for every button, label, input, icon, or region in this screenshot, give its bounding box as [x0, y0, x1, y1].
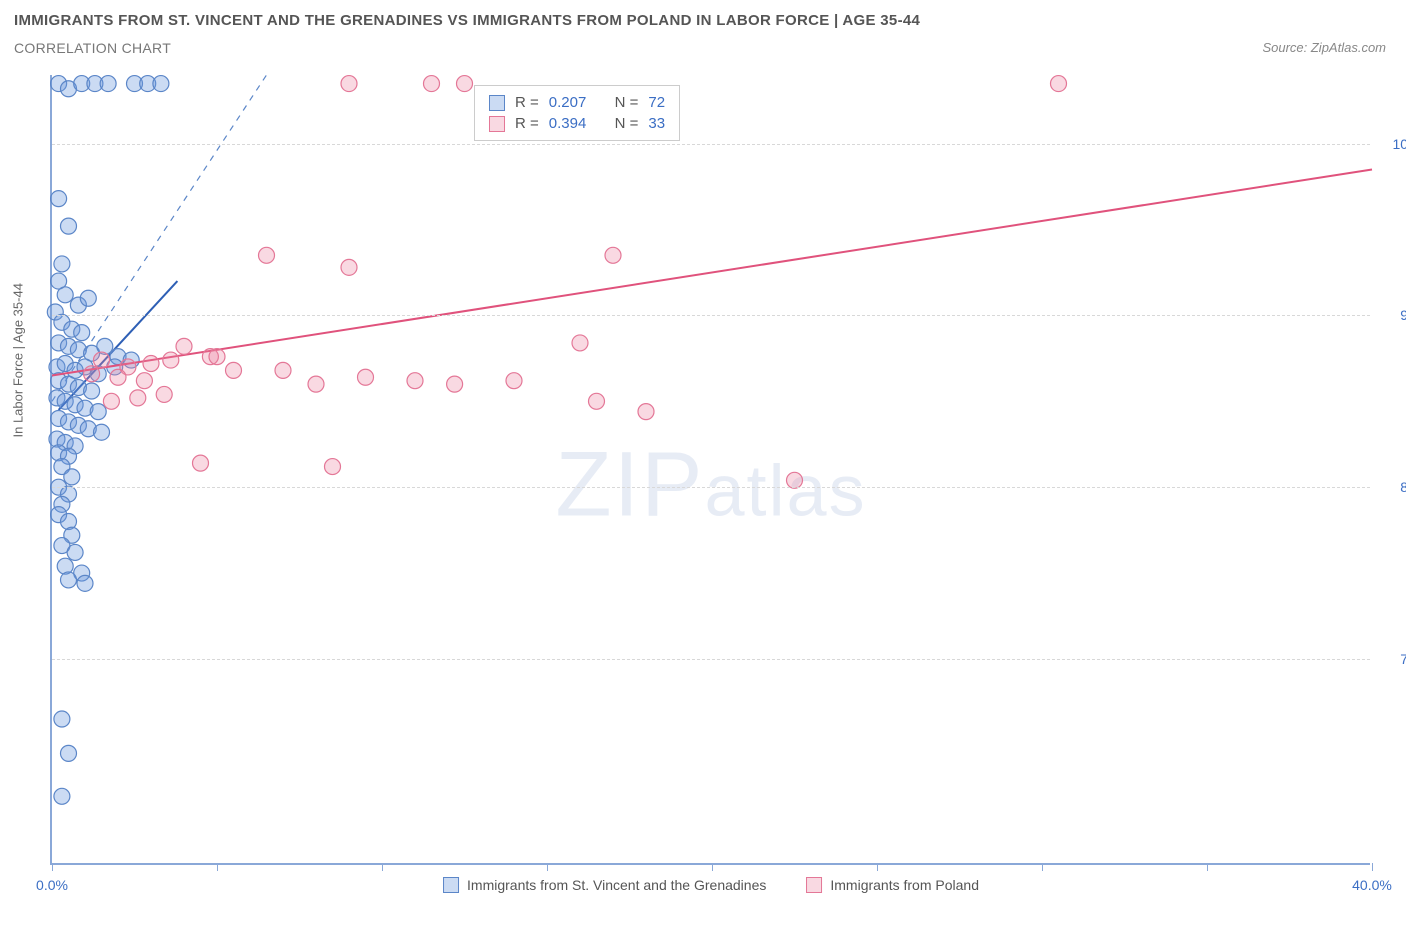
source-attribution: Source: ZipAtlas.com — [1262, 40, 1386, 55]
gridline — [52, 315, 1370, 316]
legend-bottom: Immigrants from St. Vincent and the Gren… — [443, 877, 979, 893]
legend-item-0: Immigrants from St. Vincent and the Gren… — [443, 877, 766, 893]
chart-plot-area: ZIPatlas R = 0.207 N = 72 R = 0.394 N = … — [50, 75, 1370, 865]
gridline — [52, 144, 1370, 145]
x-tick — [382, 863, 383, 871]
scatter-svg — [52, 75, 1370, 863]
gridline — [52, 487, 1370, 488]
y-tick-label: 70.0% — [1380, 651, 1406, 667]
gridline — [52, 659, 1370, 660]
x-tick — [712, 863, 713, 871]
x-tick — [217, 863, 218, 871]
legend-label-1: Immigrants from Poland — [830, 877, 979, 893]
swatch-blue-icon — [443, 877, 459, 893]
y-tick-label: 90.0% — [1380, 307, 1406, 323]
swatch-pink-icon — [806, 877, 822, 893]
x-tick — [547, 863, 548, 871]
x-tick-label: 40.0% — [1352, 877, 1392, 893]
y-tick-label: 80.0% — [1380, 479, 1406, 495]
x-tick — [877, 863, 878, 871]
x-tick — [1042, 863, 1043, 871]
y-axis-label: In Labor Force | Age 35-44 — [11, 283, 26, 437]
x-tick — [1372, 863, 1373, 871]
legend-item-1: Immigrants from Poland — [806, 877, 979, 893]
y-tick-label: 100.0% — [1380, 136, 1406, 152]
x-tick — [52, 863, 53, 871]
chart-subtitle: CORRELATION CHART — [14, 40, 171, 56]
legend-label-0: Immigrants from St. Vincent and the Gren… — [467, 877, 766, 893]
chart-title: IMMIGRANTS FROM ST. VINCENT AND THE GREN… — [14, 12, 920, 29]
x-tick-label: 0.0% — [36, 877, 68, 893]
x-tick — [1207, 863, 1208, 871]
